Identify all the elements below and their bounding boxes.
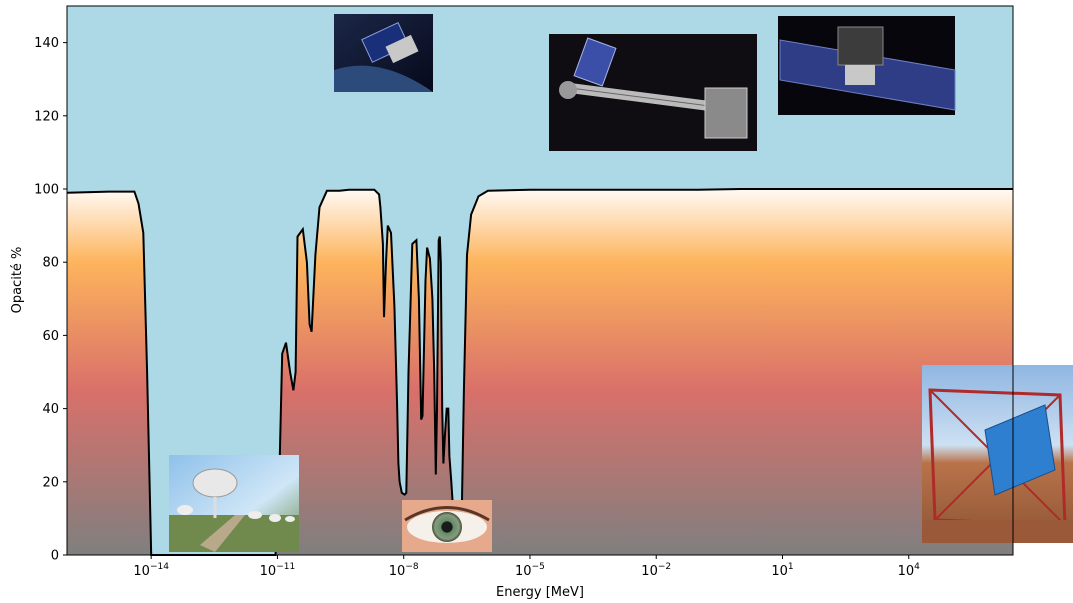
radio-array-photo (169, 455, 299, 552)
plot-frame (66, 5, 1014, 556)
x-tick-label: 10−14 (133, 562, 169, 579)
y-tick-label: 0 (51, 549, 59, 564)
y-tick-label: 140 (34, 36, 59, 51)
x-axis-label: Energy [MeV] (496, 585, 584, 600)
x-tick-label: 10−11 (260, 562, 296, 579)
y-tick-label: 40 (42, 402, 59, 417)
cherenkov-telescope-photo (922, 365, 1073, 543)
y-tick-label: 120 (34, 109, 59, 124)
xray-space-telescope-photo (549, 34, 757, 151)
x-tick-label: 104 (898, 562, 921, 579)
y-axis: 0 20 40 60 80 100 120 140 (34, 36, 67, 564)
y-tick-label: 100 (34, 183, 59, 198)
y-axis-label: Opacité % (10, 247, 25, 314)
x-tick-label: 10−8 (389, 562, 419, 579)
x-tick-label: 10−5 (515, 562, 545, 579)
x-tick-label: 101 (771, 562, 793, 579)
y-tick-label: 80 (42, 256, 59, 271)
gamma-ray-satellite-photo (778, 16, 956, 115)
y-tick-label: 20 (42, 475, 59, 490)
x-axis: 10−14 10−11 10−8 10−5 10−2 101 104 (133, 555, 920, 579)
eye-photo (402, 500, 492, 552)
x-tick-label: 10−2 (641, 562, 671, 579)
opacity-area (67, 189, 1013, 555)
y-tick-label: 60 (42, 329, 59, 344)
infrared-space-telescope-photo (334, 14, 433, 92)
